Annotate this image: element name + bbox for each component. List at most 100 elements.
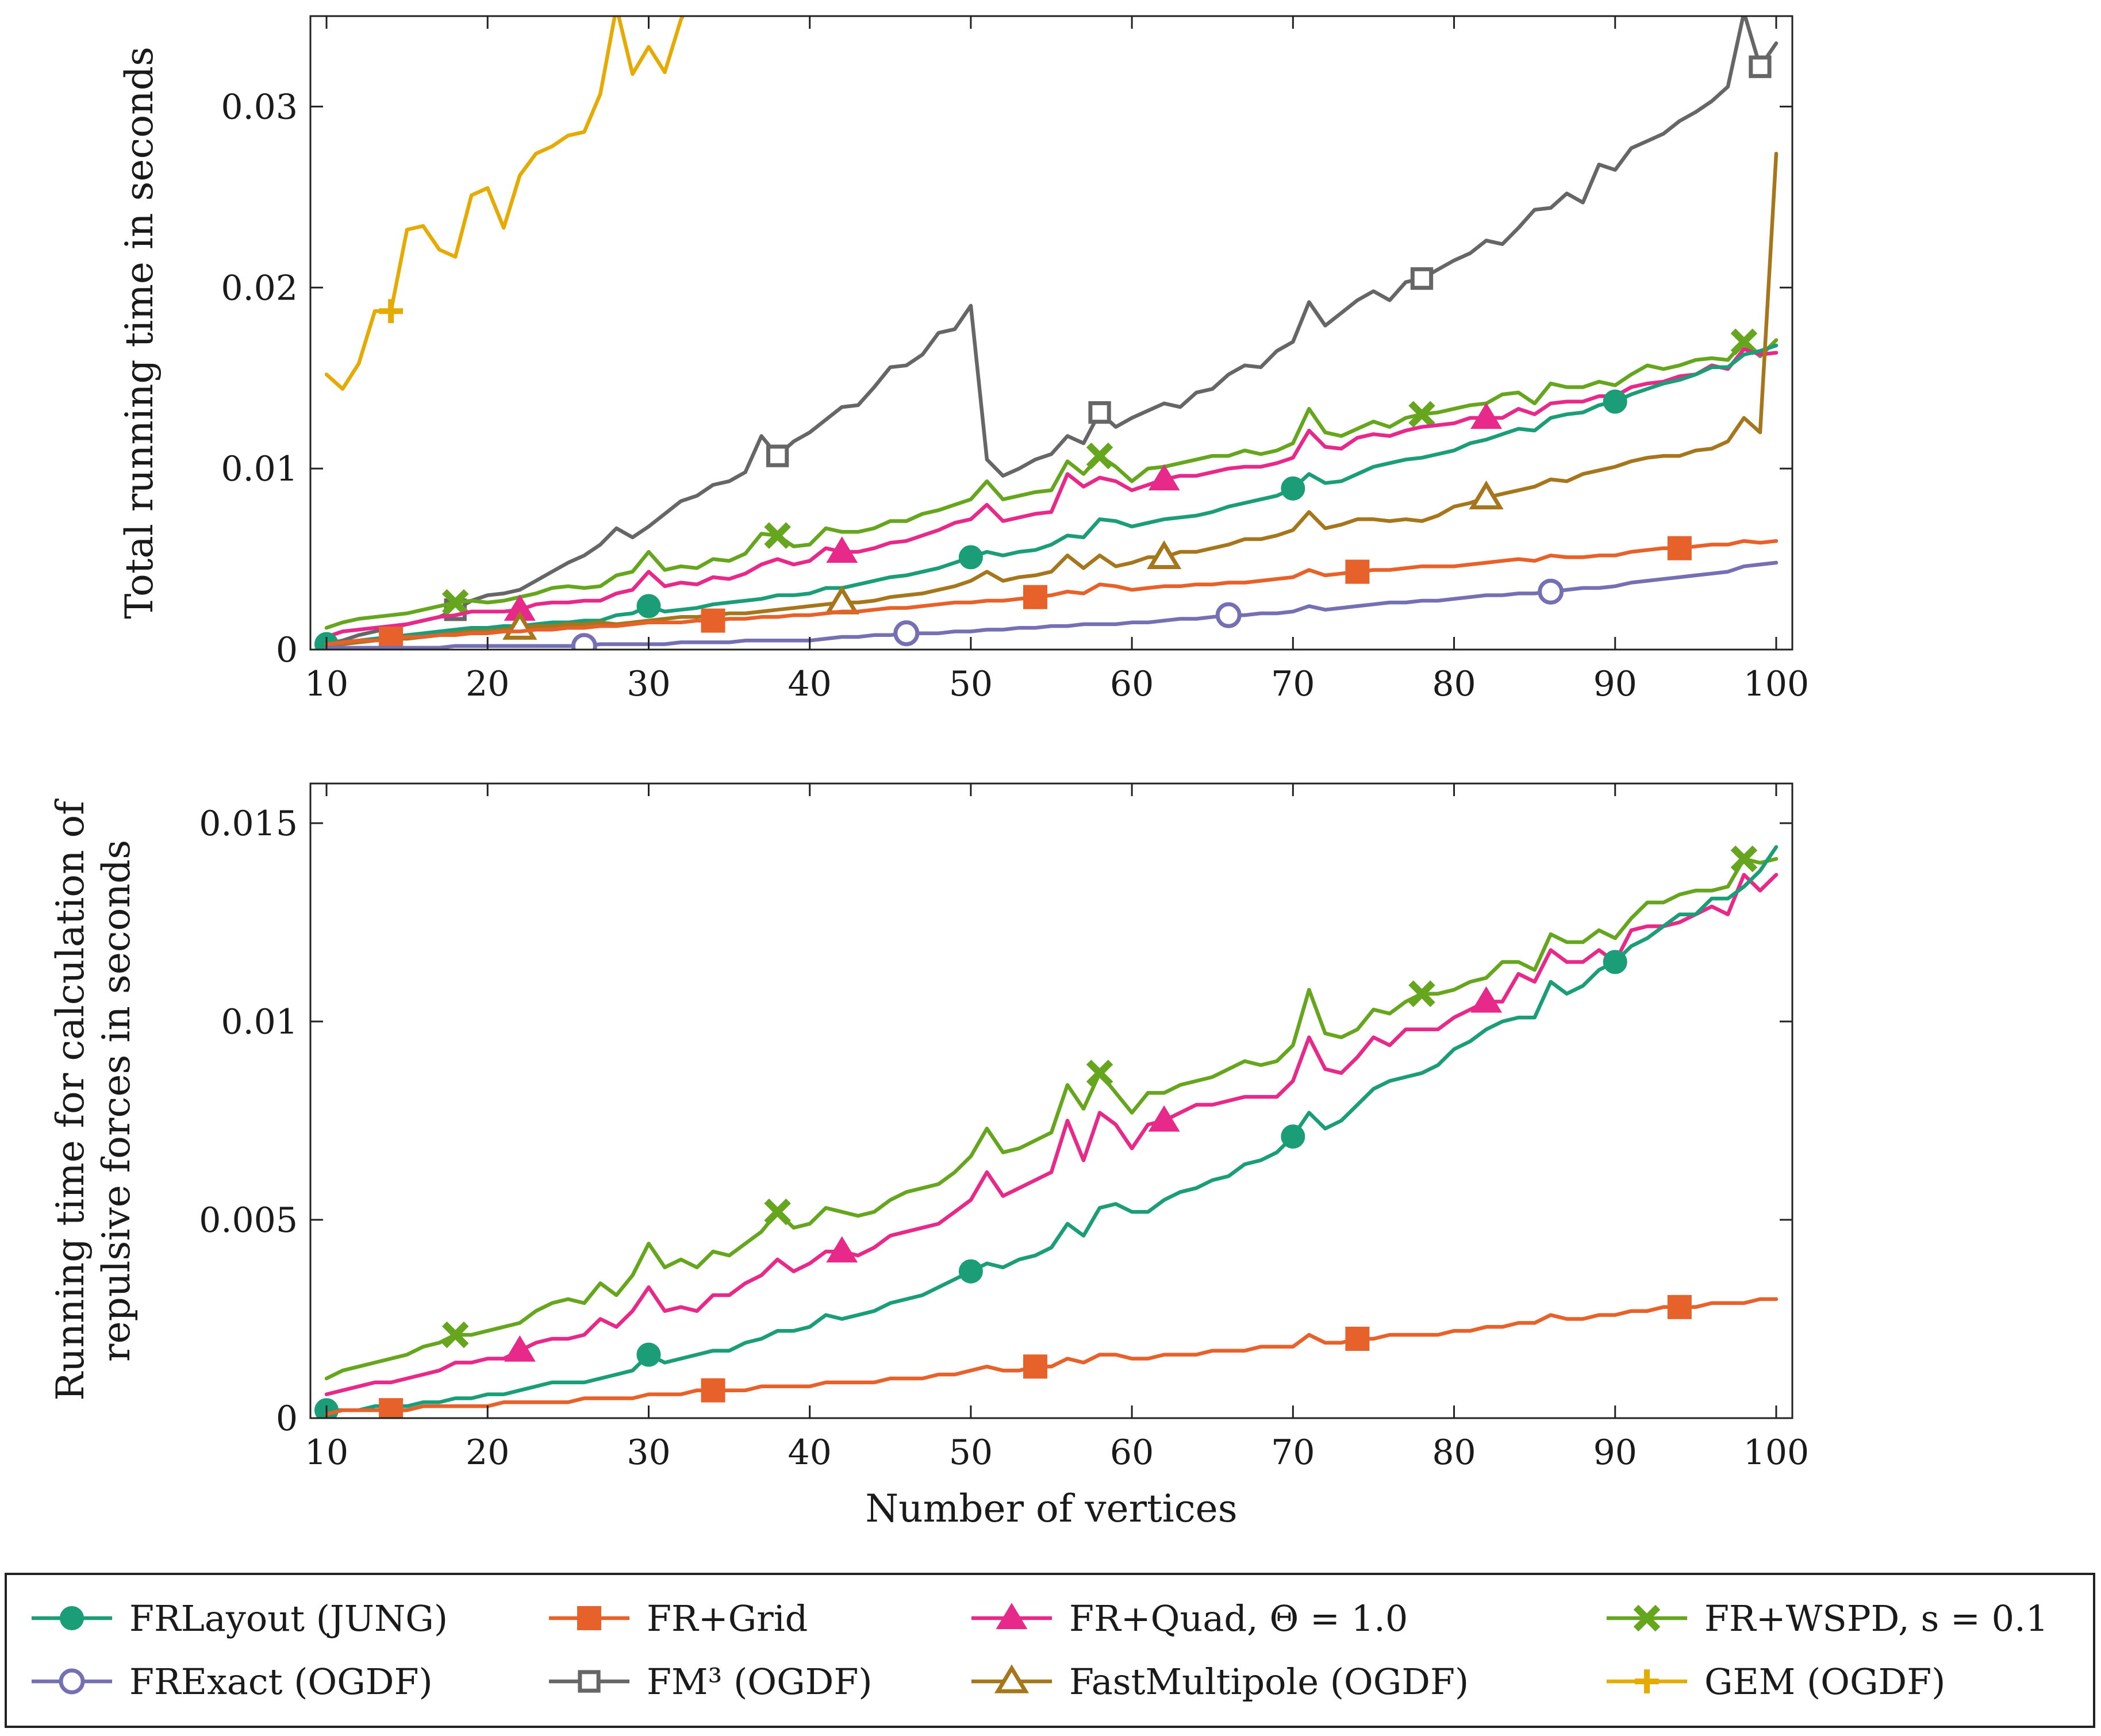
y-tick-label: 0.01 bbox=[221, 449, 298, 489]
legend-item-frwspd: FR+WSPD, s = 0.1 bbox=[1607, 1597, 2048, 1639]
series-line-fm3 bbox=[324, 16, 1779, 646]
legend-label: FRLayout (JUNG) bbox=[129, 1597, 448, 1639]
marker-stroke bbox=[1408, 980, 1435, 1007]
series-frquad bbox=[324, 347, 1779, 639]
series-line-frwspd bbox=[324, 857, 1779, 1381]
data-point-frwspd bbox=[1408, 401, 1435, 428]
data-point-frgrid bbox=[1667, 536, 1692, 560]
series-gem bbox=[324, 16, 685, 391]
series-frexact bbox=[324, 560, 1779, 650]
legend-label: GEM (OGDF) bbox=[1704, 1661, 1945, 1703]
data-point-fastmultipole bbox=[1469, 480, 1504, 510]
x-tick-label: 70 bbox=[1271, 664, 1315, 704]
y-axis-label: Total running time in seconds bbox=[117, 47, 162, 619]
data-point-frlayout bbox=[958, 545, 983, 570]
series-line-frexact bbox=[324, 560, 1779, 650]
data-point-frgrid bbox=[1023, 1354, 1047, 1379]
x-tick-label: 60 bbox=[1110, 1432, 1154, 1473]
x-tick-label: 50 bbox=[949, 664, 993, 704]
x-axis-label: Number of vertices bbox=[865, 1487, 1237, 1531]
marker-stroke bbox=[764, 522, 791, 549]
data-point-frlayout bbox=[958, 1259, 983, 1284]
legend-marker bbox=[996, 1603, 1028, 1630]
data-point-frquad bbox=[504, 1335, 536, 1362]
legend-label: FR+Quad, Θ = 1.0 bbox=[1069, 1597, 1408, 1639]
x-tick-label: 100 bbox=[1743, 1432, 1810, 1473]
data-point-frquad bbox=[1148, 464, 1180, 491]
data-point-frquad bbox=[1470, 986, 1503, 1013]
legend-frame bbox=[5, 1573, 2095, 1728]
data-point-frlayout bbox=[1281, 1124, 1305, 1149]
series-frgrid bbox=[324, 536, 1779, 650]
x-tick-label: 90 bbox=[1593, 1432, 1637, 1473]
data-point-frwspd bbox=[1730, 328, 1758, 355]
marker-stroke bbox=[1408, 401, 1435, 428]
data-point-frwspd bbox=[1086, 442, 1113, 470]
x-tick-label: 80 bbox=[1432, 1432, 1476, 1473]
plot-area bbox=[314, 16, 1779, 650]
x-tick-label: 30 bbox=[627, 1432, 670, 1473]
series-fastmultipole bbox=[324, 152, 1779, 648]
x-tick-label: 10 bbox=[305, 1432, 348, 1473]
legend-label: FR+Grid bbox=[647, 1597, 808, 1639]
y-tick-label: 0.01 bbox=[221, 1002, 298, 1042]
legend-item-frexact: FRExact (OGDF) bbox=[32, 1661, 433, 1703]
data-point-fm3 bbox=[1749, 55, 1772, 78]
series-line-gem bbox=[324, 16, 685, 391]
plot-area bbox=[314, 845, 1779, 1418]
data-point-frexact bbox=[1538, 578, 1564, 605]
y-tick-label: 0 bbox=[276, 1399, 298, 1439]
data-point-gem bbox=[379, 299, 404, 324]
data-point-frgrid bbox=[379, 1398, 404, 1418]
data-point-frlayout bbox=[636, 1342, 661, 1367]
x-tick-label: 40 bbox=[788, 664, 831, 704]
marker-stroke bbox=[441, 589, 469, 616]
y-tick-label: 0.02 bbox=[221, 268, 298, 308]
legend-label: FR+WSPD, s = 0.1 bbox=[1704, 1597, 2048, 1639]
legend: FRLayout (JUNG) FR+Grid FR+Quad, Θ = 1.0 FR… bbox=[5, 1573, 2095, 1728]
series-fm3 bbox=[324, 16, 1779, 646]
series-frwspd bbox=[324, 845, 1779, 1381]
data-point-frquad bbox=[826, 1236, 858, 1263]
marker-stroke bbox=[1086, 1059, 1113, 1086]
x-tick-label: 60 bbox=[1110, 664, 1154, 704]
legend-item-gem: GEM (OGDF) bbox=[1607, 1661, 1945, 1703]
legend-item-frquad: FR+Quad, Θ = 1.0 bbox=[971, 1597, 1408, 1639]
marker-stroke bbox=[1730, 328, 1758, 355]
y-axis-label: Running time for calculation of bbox=[48, 798, 93, 1401]
y-axis-label: repulsive forces in seconds bbox=[94, 840, 139, 1362]
legend-label: FM³ (OGDF) bbox=[647, 1661, 873, 1703]
series-frlayout bbox=[314, 845, 1779, 1418]
chart-total-running-time: 10 20 30 40 50 60 70 80 90 100 0 0.01 0.02 0.03 Total … bbox=[117, 15, 1810, 704]
x-tick-label: 10 bbox=[305, 664, 348, 704]
data-point-frgrid bbox=[1345, 1327, 1370, 1351]
data-point-frwspd bbox=[441, 589, 469, 616]
marker-stroke bbox=[1730, 845, 1758, 873]
data-point-frlayout bbox=[636, 594, 661, 619]
x-tick-label: 80 bbox=[1432, 664, 1476, 704]
legend-marker bbox=[578, 1670, 601, 1693]
legend-item-fm3: FM³ (OGDF) bbox=[549, 1661, 873, 1703]
x-tick-label: 100 bbox=[1743, 664, 1810, 704]
data-point-frexact bbox=[571, 633, 597, 650]
legend-marker bbox=[577, 1606, 601, 1630]
y-tick-label: 0.015 bbox=[199, 804, 298, 844]
series-line-frgrid bbox=[324, 539, 1779, 646]
series-line-frquad bbox=[324, 873, 1779, 1396]
data-point-fm3 bbox=[1410, 267, 1434, 290]
legend-item-fastmultipole: FastMultipole (OGDF) bbox=[971, 1661, 1469, 1703]
marker-stroke bbox=[764, 1198, 791, 1226]
x-tick-label: 50 bbox=[949, 1432, 993, 1473]
axes-frame bbox=[309, 782, 1793, 1419]
series-line-frlayout bbox=[324, 845, 1779, 1412]
legend-marker bbox=[59, 1668, 85, 1695]
data-point-fm3 bbox=[766, 444, 789, 467]
data-point-frlayout bbox=[1603, 950, 1627, 974]
data-point-frlayout bbox=[1281, 476, 1305, 501]
series-frquad bbox=[324, 873, 1779, 1396]
legend-item-frgrid: FR+Grid bbox=[549, 1597, 808, 1639]
legend-marker bbox=[60, 1606, 84, 1630]
data-point-frexact bbox=[1215, 602, 1242, 628]
marker-stroke bbox=[1086, 442, 1113, 470]
data-point-frgrid bbox=[1023, 585, 1047, 609]
